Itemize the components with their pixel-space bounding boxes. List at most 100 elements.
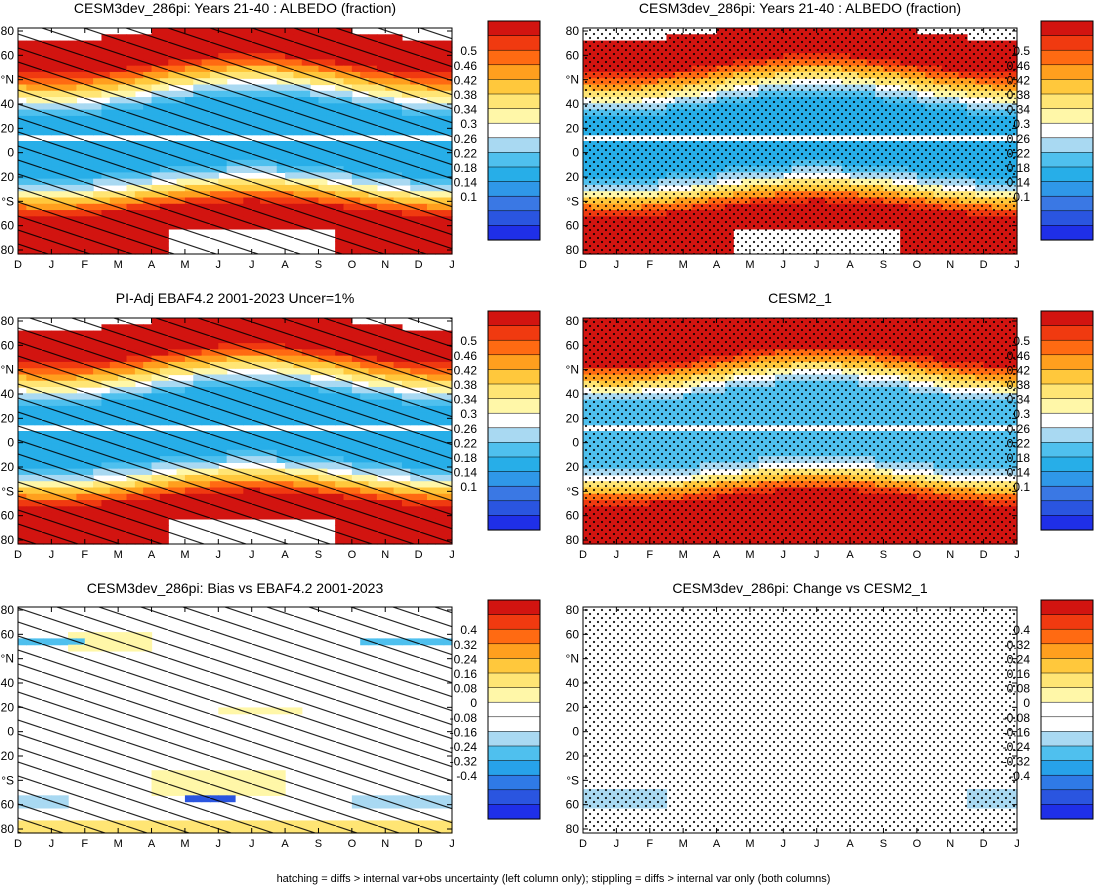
colorbar-box	[487, 64, 541, 80]
month-tick-label: J	[249, 259, 255, 271]
month-tick-label: M	[679, 259, 688, 271]
lat-tick-label: °N	[1, 73, 14, 87]
colorbar-box	[1040, 79, 1094, 95]
colorbar-box	[487, 20, 541, 37]
colorbar-label: 0.1	[1013, 190, 1030, 204]
colorbar-box	[487, 152, 541, 168]
month-tick-label: D	[980, 259, 988, 271]
month-tick-label: F	[81, 259, 88, 271]
colorbar-box	[487, 137, 541, 153]
colorbar-label: 0.14	[454, 176, 478, 190]
colorbar-label: 0.18	[454, 161, 478, 175]
colorbar-label: 0.26	[1007, 132, 1031, 146]
month-tick-label: O	[913, 259, 922, 271]
month-tick-label: N	[946, 259, 954, 271]
panel-5-title: CESM3dev_286pi: Bias vs EBAF4.2 2001-202…	[86, 580, 384, 596]
month-tick-label: M	[114, 259, 123, 271]
month-tick-label: S	[880, 259, 887, 271]
month-tick-label: S	[315, 259, 322, 271]
colorbar-box	[1040, 152, 1094, 168]
panel-6-title: CESM3dev_286pi: Change vs CESM2_1	[672, 580, 928, 596]
month-tick-label: J	[49, 259, 55, 271]
colorbar-box	[1040, 108, 1094, 124]
lat-tick-label: 60	[1, 48, 15, 62]
colorbar-label: 0.22	[454, 146, 478, 160]
colorbar-box	[487, 225, 541, 241]
lat-tick-label: 0	[572, 146, 579, 160]
month-tick-label: A	[281, 259, 289, 271]
month-tick-label: D	[415, 259, 423, 271]
colorbar-label: 0.38	[454, 88, 478, 102]
colorbar-box	[1040, 20, 1094, 37]
month-tick-label: D	[579, 259, 587, 271]
colorbar-frame	[1040, 20, 1094, 241]
lat-tick-label: 60	[566, 219, 580, 233]
plot-frame	[17, 27, 453, 255]
colorbar-label: 0.34	[454, 103, 478, 117]
colorbar-box	[1040, 225, 1094, 241]
colorbar-label: 0.26	[454, 132, 478, 146]
colorbar-box	[1040, 93, 1094, 110]
colorbar-box	[1040, 210, 1094, 226]
colorbar-box	[487, 93, 541, 110]
lat-tick-label: °S	[1, 194, 14, 208]
colorbar-label: 0.22	[1007, 146, 1031, 160]
month-tick-label: O	[348, 259, 357, 271]
colorbar-label: 0.34	[1007, 103, 1031, 117]
colorbar-box	[487, 79, 541, 95]
month-tick-label: D	[14, 259, 22, 271]
month-tick-label: J	[216, 259, 222, 271]
lat-tick-label: °S	[566, 194, 579, 208]
colorbar-label: 0.42	[1007, 73, 1031, 87]
colorbar-label: 0.1	[460, 190, 477, 204]
lat-tick-label: 60	[1, 219, 15, 233]
month-tick-label: J	[614, 259, 620, 271]
lat-tick-label: 20	[566, 121, 580, 135]
lat-tick-label: 60	[566, 48, 580, 62]
month-tick-label: J	[449, 259, 455, 271]
colorbar-label: 0.5	[1013, 44, 1030, 58]
colorbar-label: 0.46	[454, 59, 478, 73]
colorbar-box	[1040, 195, 1094, 212]
hatching-overlay	[18, 28, 452, 254]
panel-1-title: CESM3dev_286pi: Years 21-40 : ALBEDO (fr…	[73, 0, 397, 16]
lat-tick-label: 40	[1, 97, 15, 111]
lat-tick-label: 80	[566, 243, 580, 257]
lat-tick-label: 20	[566, 170, 580, 184]
month-tick-label: A	[148, 259, 156, 271]
colorbar-box	[487, 122, 541, 139]
colorbar-label: 0.5	[460, 44, 477, 58]
lat-tick-label: 80	[1, 24, 15, 38]
colorbar-box	[1040, 64, 1094, 80]
month-tick-label: A	[713, 259, 721, 271]
colorbar-box	[487, 108, 541, 124]
colorbar-box	[487, 49, 541, 66]
colorbar-box	[487, 195, 541, 212]
lat-tick-label: 20	[1, 121, 15, 135]
colorbar-frame	[487, 20, 541, 241]
colorbar-box	[487, 181, 541, 197]
month-tick-label: J	[814, 259, 820, 271]
colorbar-label: 0.42	[454, 73, 478, 87]
lat-tick-label: 0	[7, 146, 14, 160]
month-tick-label: J	[1014, 259, 1020, 271]
lat-tick-label: 80	[1, 243, 15, 257]
colorbar-box	[487, 35, 541, 51]
colorbar-box	[1040, 35, 1094, 51]
plot-frame	[582, 27, 1018, 255]
panel-2-title: CESM3dev_286pi: Years 21-40 : ALBEDO (fr…	[638, 0, 962, 16]
lat-tick-label: 40	[566, 97, 580, 111]
colorbar-label: 0.46	[1007, 59, 1031, 73]
colorbar-box	[1040, 166, 1094, 183]
panel-3-title: PI-Adj EBAF4.2 2001-2023 Uncer=1%	[115, 290, 355, 306]
colorbar-box	[1040, 122, 1094, 139]
colorbar-box	[487, 210, 541, 226]
month-tick-label: J	[781, 259, 787, 271]
month-tick-label: N	[381, 259, 389, 271]
colorbar-label: 0.18	[1007, 161, 1031, 175]
colorbar-box	[1040, 49, 1094, 66]
